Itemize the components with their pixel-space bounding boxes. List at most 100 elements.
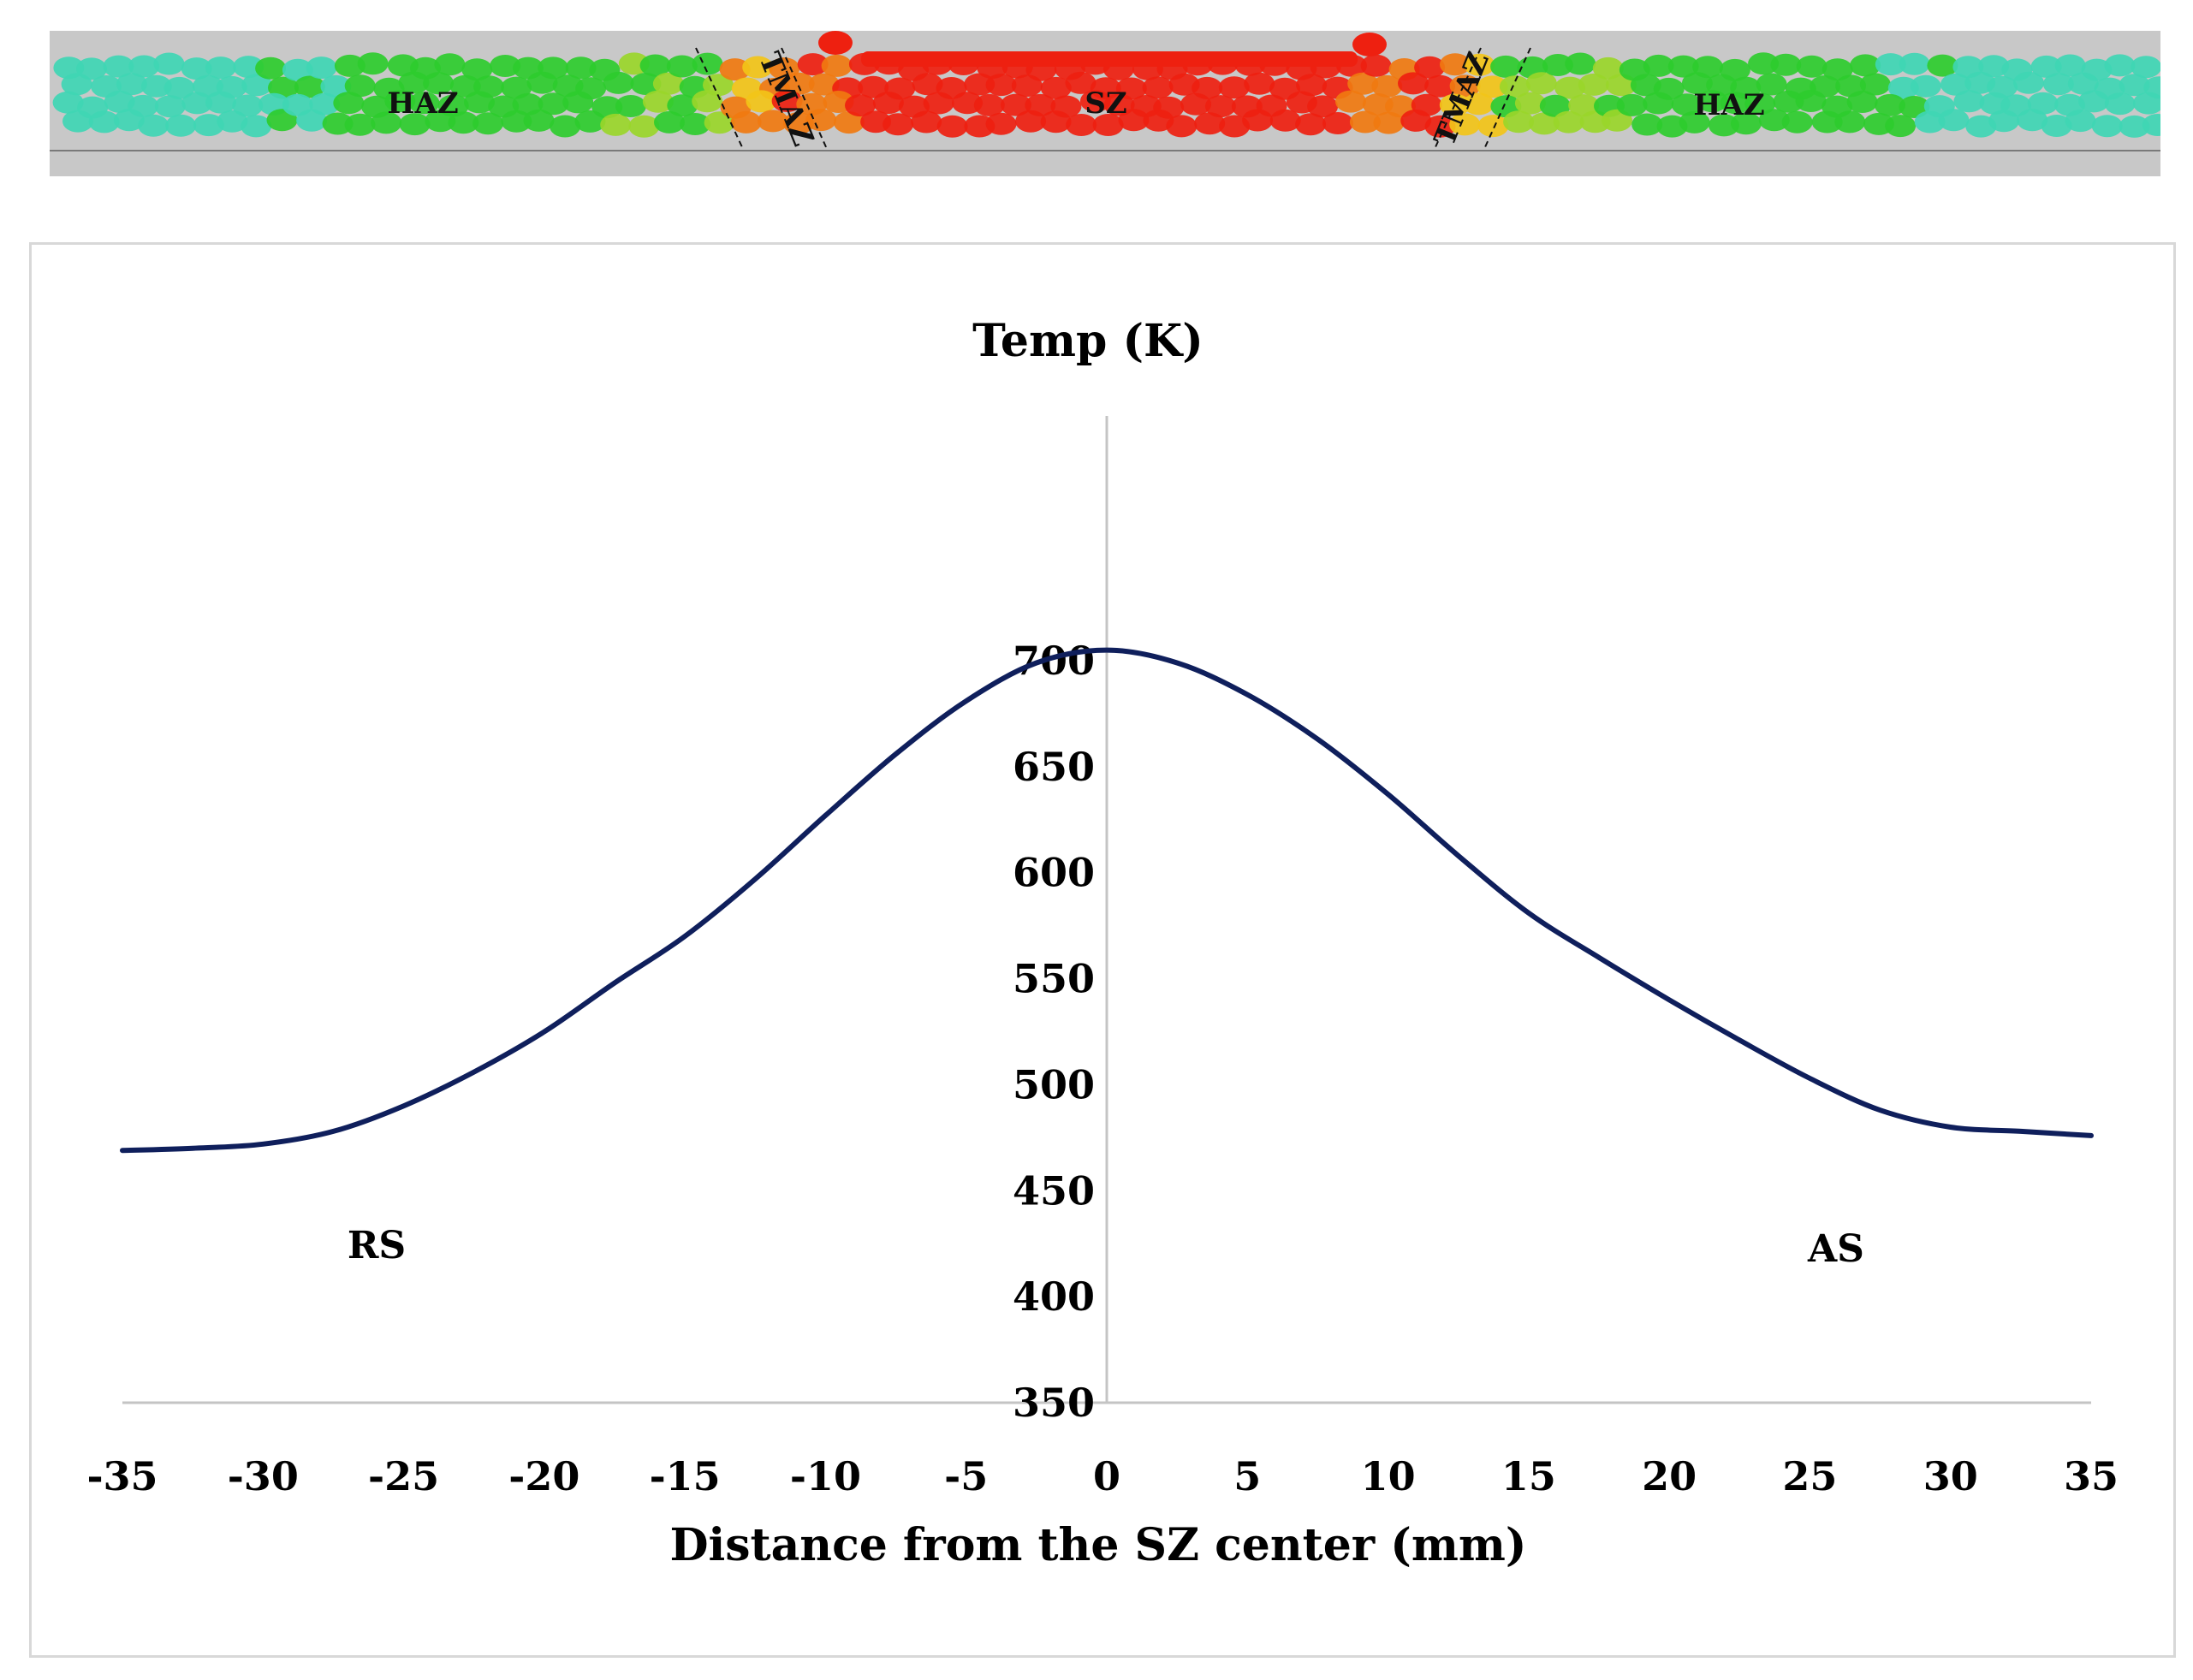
strip-particle — [1347, 72, 1379, 95]
strip-particle — [461, 58, 493, 81]
strip-particle — [116, 73, 147, 96]
strip-particle — [1040, 76, 1072, 99]
strip-particle — [1875, 93, 1905, 116]
x-tick-labels: -35 -30 -25 -20 -15 -10 -5 0 5 10 15 20 25 30 35 — [86, 1453, 2119, 1499]
strip-particle — [61, 73, 92, 96]
strip-particle — [2017, 109, 2048, 132]
strip-particle — [1440, 53, 1471, 76]
strip-particle — [1795, 90, 1827, 112]
strip-particle — [88, 110, 120, 134]
strip-particle — [193, 74, 223, 98]
strip-particle — [1631, 113, 1663, 136]
strip-particle — [2054, 54, 2086, 77]
sz-flash-left — [818, 31, 853, 55]
strip-particle — [758, 110, 788, 133]
x-tick-label--30: -30 — [228, 1453, 299, 1499]
strip-particle — [1525, 72, 1557, 95]
strip-particle — [2030, 55, 2062, 78]
x-tick-label-20: 20 — [1642, 1453, 1697, 1499]
tmaz-right-boundary-1 — [1434, 47, 1482, 150]
strip-particle — [985, 112, 1017, 135]
weld-zone-strip: HAZ TMAZ SZ TMAZ HAZ — [50, 31, 2160, 176]
strip-particle — [1490, 55, 1522, 78]
strip-particle — [562, 91, 594, 114]
x-axis-title: Distance from the SZ center (mm) — [669, 1519, 1526, 1571]
strip-particle — [821, 54, 853, 77]
strip-particle — [1166, 115, 1198, 138]
strip-particles — [52, 31, 2160, 138]
as-side-label: AS — [1807, 1227, 1864, 1271]
strip-particle — [128, 94, 159, 117]
strip-particle — [2027, 92, 2059, 115]
strip-particle — [1592, 56, 1624, 80]
strip-particle — [1720, 92, 1751, 115]
strip-particle — [1001, 93, 1031, 116]
strip-particle — [140, 74, 172, 98]
strip-particle — [719, 58, 751, 81]
strip-particle — [309, 92, 341, 116]
x-tick-label--25: -25 — [368, 1453, 439, 1499]
strip-particle — [538, 92, 569, 116]
strip-particle — [2078, 90, 2109, 113]
strip-particle — [464, 91, 495, 114]
strip-particle — [692, 90, 723, 113]
strip-particle — [642, 90, 674, 113]
strip-particle — [296, 109, 328, 132]
y-tick-labels: 350 400 450 500 550 600 650 700 — [1013, 638, 1095, 1426]
strip-particle — [1834, 110, 1866, 134]
strip-particle — [1307, 95, 1339, 118]
strip-particle — [833, 111, 865, 134]
strip-particle — [306, 56, 337, 80]
strip-particle — [1349, 110, 1381, 134]
x-tick-label-5: 5 — [1233, 1453, 1261, 1499]
strip-particle — [1219, 115, 1251, 138]
strip-particle — [2119, 74, 2150, 97]
strip-particle — [1514, 92, 1546, 115]
strip-particle — [1449, 74, 1481, 98]
strip-particle — [181, 57, 212, 80]
y-tick-label-450: 450 — [1013, 1167, 1095, 1214]
strip-particle — [104, 90, 135, 113]
strip-particle — [1927, 54, 1958, 77]
strip-particle — [1269, 109, 1301, 132]
strip-particle — [1744, 92, 1776, 116]
strip-particle — [1066, 114, 1097, 136]
strip-particle — [1065, 71, 1096, 94]
strip-particle — [1335, 90, 1366, 113]
strip-particle — [52, 91, 84, 114]
sz-top-band — [861, 51, 1358, 67]
x-tick-label--35: -35 — [86, 1453, 157, 1499]
strip-particle — [742, 56, 774, 79]
strip-particle — [845, 94, 876, 117]
strip-particle — [911, 110, 942, 134]
y-tick-label-350: 350 — [1013, 1380, 1095, 1426]
strip-particle — [1822, 58, 1853, 81]
strip-particle — [783, 72, 815, 95]
strip-particle — [1180, 92, 1212, 116]
tmaz-left-boundary-1 — [695, 47, 744, 150]
strip-particle — [1770, 53, 1802, 76]
strip-particle — [667, 94, 698, 117]
strip-particle — [1553, 110, 1584, 134]
x-tick-label--15: -15 — [650, 1453, 721, 1499]
y-tick-label-650: 650 — [1013, 744, 1095, 790]
strip-particle — [1322, 112, 1353, 134]
strip-particle — [1671, 93, 1703, 116]
strip-particle — [1616, 93, 1648, 116]
x-tick-label-30: 30 — [1923, 1453, 1978, 1499]
strip-particle — [163, 76, 195, 99]
strip-particle — [603, 71, 634, 94]
strip-particle — [2119, 115, 2150, 138]
strip-particle — [334, 54, 366, 77]
strip-particle — [1539, 94, 1571, 117]
axes — [122, 416, 2091, 1404]
strip-particle — [600, 113, 632, 136]
strip-particle — [449, 74, 481, 98]
strip-particle — [1885, 115, 1917, 138]
strip-particle — [153, 52, 185, 75]
strip-particle — [805, 109, 837, 132]
strip-particle — [1477, 75, 1508, 98]
x-tick-label-10: 10 — [1361, 1453, 1416, 1499]
strip-particle — [2104, 54, 2136, 77]
